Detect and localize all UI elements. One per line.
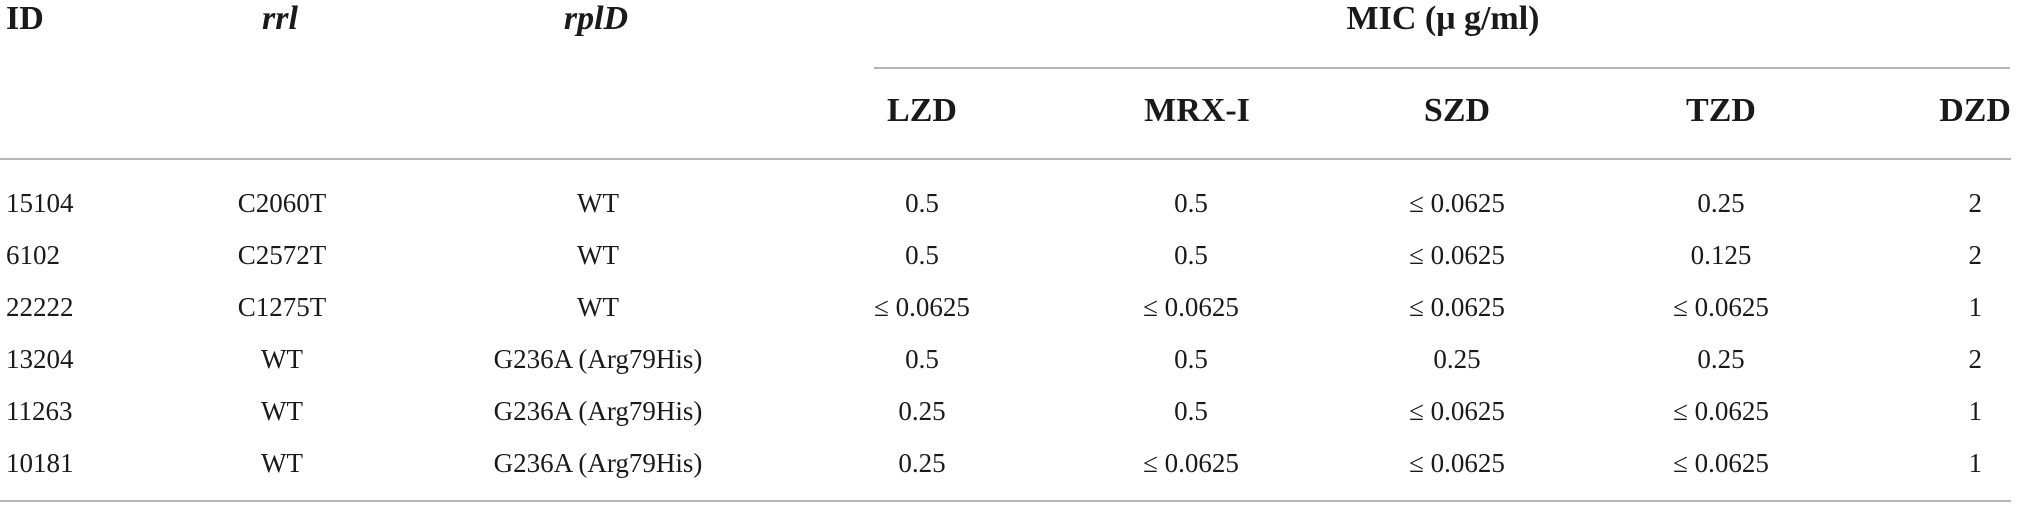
cell-szd: ≤ 0.0625 [1409, 396, 1505, 426]
cell-lzd: 0.25 [898, 448, 946, 478]
cell-id: 22222 [6, 292, 74, 322]
cell-dzd: 2 [1968, 188, 1983, 218]
header-szd: SZD [1423, 92, 1491, 129]
cell-dzd: 1 [1968, 448, 1983, 478]
cell-dzd: 2 [1968, 240, 1983, 270]
cell-szd: ≤ 0.0625 [1409, 292, 1505, 322]
cell-id: 6102 [6, 240, 60, 270]
cell-tzd: ≤ 0.0625 [1673, 292, 1769, 322]
cell-rrl: WT [261, 448, 303, 478]
cell-mrx: ≤ 0.0625 [1143, 292, 1239, 322]
cell-lzd: ≤ 0.0625 [874, 292, 970, 322]
cell-rplD: G236A (Arg79His) [493, 344, 703, 374]
cell-rrl: C1275T [237, 292, 327, 322]
cell-tzd: 0.25 [1697, 344, 1745, 374]
cell-lzd: 0.5 [905, 240, 939, 270]
cell-dzd: 1 [1968, 292, 1983, 322]
cell-mrx: 0.5 [1174, 344, 1208, 374]
cell-mrx: 0.5 [1174, 240, 1208, 270]
cell-rrl: WT [261, 396, 303, 426]
cell-rplD: WT [577, 188, 619, 218]
cell-rplD: G236A (Arg79His) [493, 396, 703, 426]
cell-mrx: ≤ 0.0625 [1143, 448, 1239, 478]
cell-szd: ≤ 0.0625 [1409, 188, 1505, 218]
cell-mrx: 0.5 [1174, 188, 1208, 218]
cell-lzd: 0.25 [898, 396, 946, 426]
cell-tzd: ≤ 0.0625 [1673, 448, 1769, 478]
cell-id: 15104 [6, 188, 74, 218]
cell-id: 13204 [6, 344, 74, 374]
header-rule [0, 158, 2011, 160]
cell-rrl: C2572T [237, 240, 327, 270]
cell-tzd: ≤ 0.0625 [1673, 396, 1769, 426]
cell-szd: 0.25 [1433, 344, 1481, 374]
header-lzd: LZD [887, 92, 957, 129]
cell-szd: ≤ 0.0625 [1409, 448, 1505, 478]
cell-dzd: 1 [1968, 396, 1983, 426]
cell-id: 10181 [6, 448, 74, 478]
cell-rrl: C2060T [237, 188, 327, 218]
header-mic-group: MIC (μ g/ml) [1346, 0, 1540, 37]
cell-lzd: 0.5 [905, 188, 939, 218]
header-id: ID [6, 0, 44, 37]
cell-mrx: 0.5 [1174, 396, 1208, 426]
cell-rplD: WT [577, 292, 619, 322]
bottom-rule [0, 500, 2011, 502]
cell-rplD: G236A (Arg79His) [493, 448, 703, 478]
header-mrx: MRX-I [1144, 92, 1250, 129]
header-tzd: TZD [1686, 92, 1756, 129]
cell-rplD: WT [577, 240, 619, 270]
cell-szd: ≤ 0.0625 [1409, 240, 1505, 270]
cell-lzd: 0.5 [905, 344, 939, 374]
mic-group-rule [874, 67, 2010, 69]
cell-tzd: 0.25 [1697, 188, 1745, 218]
cell-id: 11263 [6, 396, 73, 426]
header-rplD: rplD [563, 0, 629, 37]
cell-dzd: 2 [1968, 344, 1983, 374]
cell-tzd: 0.125 [1690, 240, 1752, 270]
cell-rrl: WT [261, 344, 303, 374]
header-dzd: DZD [1939, 92, 2011, 129]
header-rrl: rrl [262, 0, 298, 37]
